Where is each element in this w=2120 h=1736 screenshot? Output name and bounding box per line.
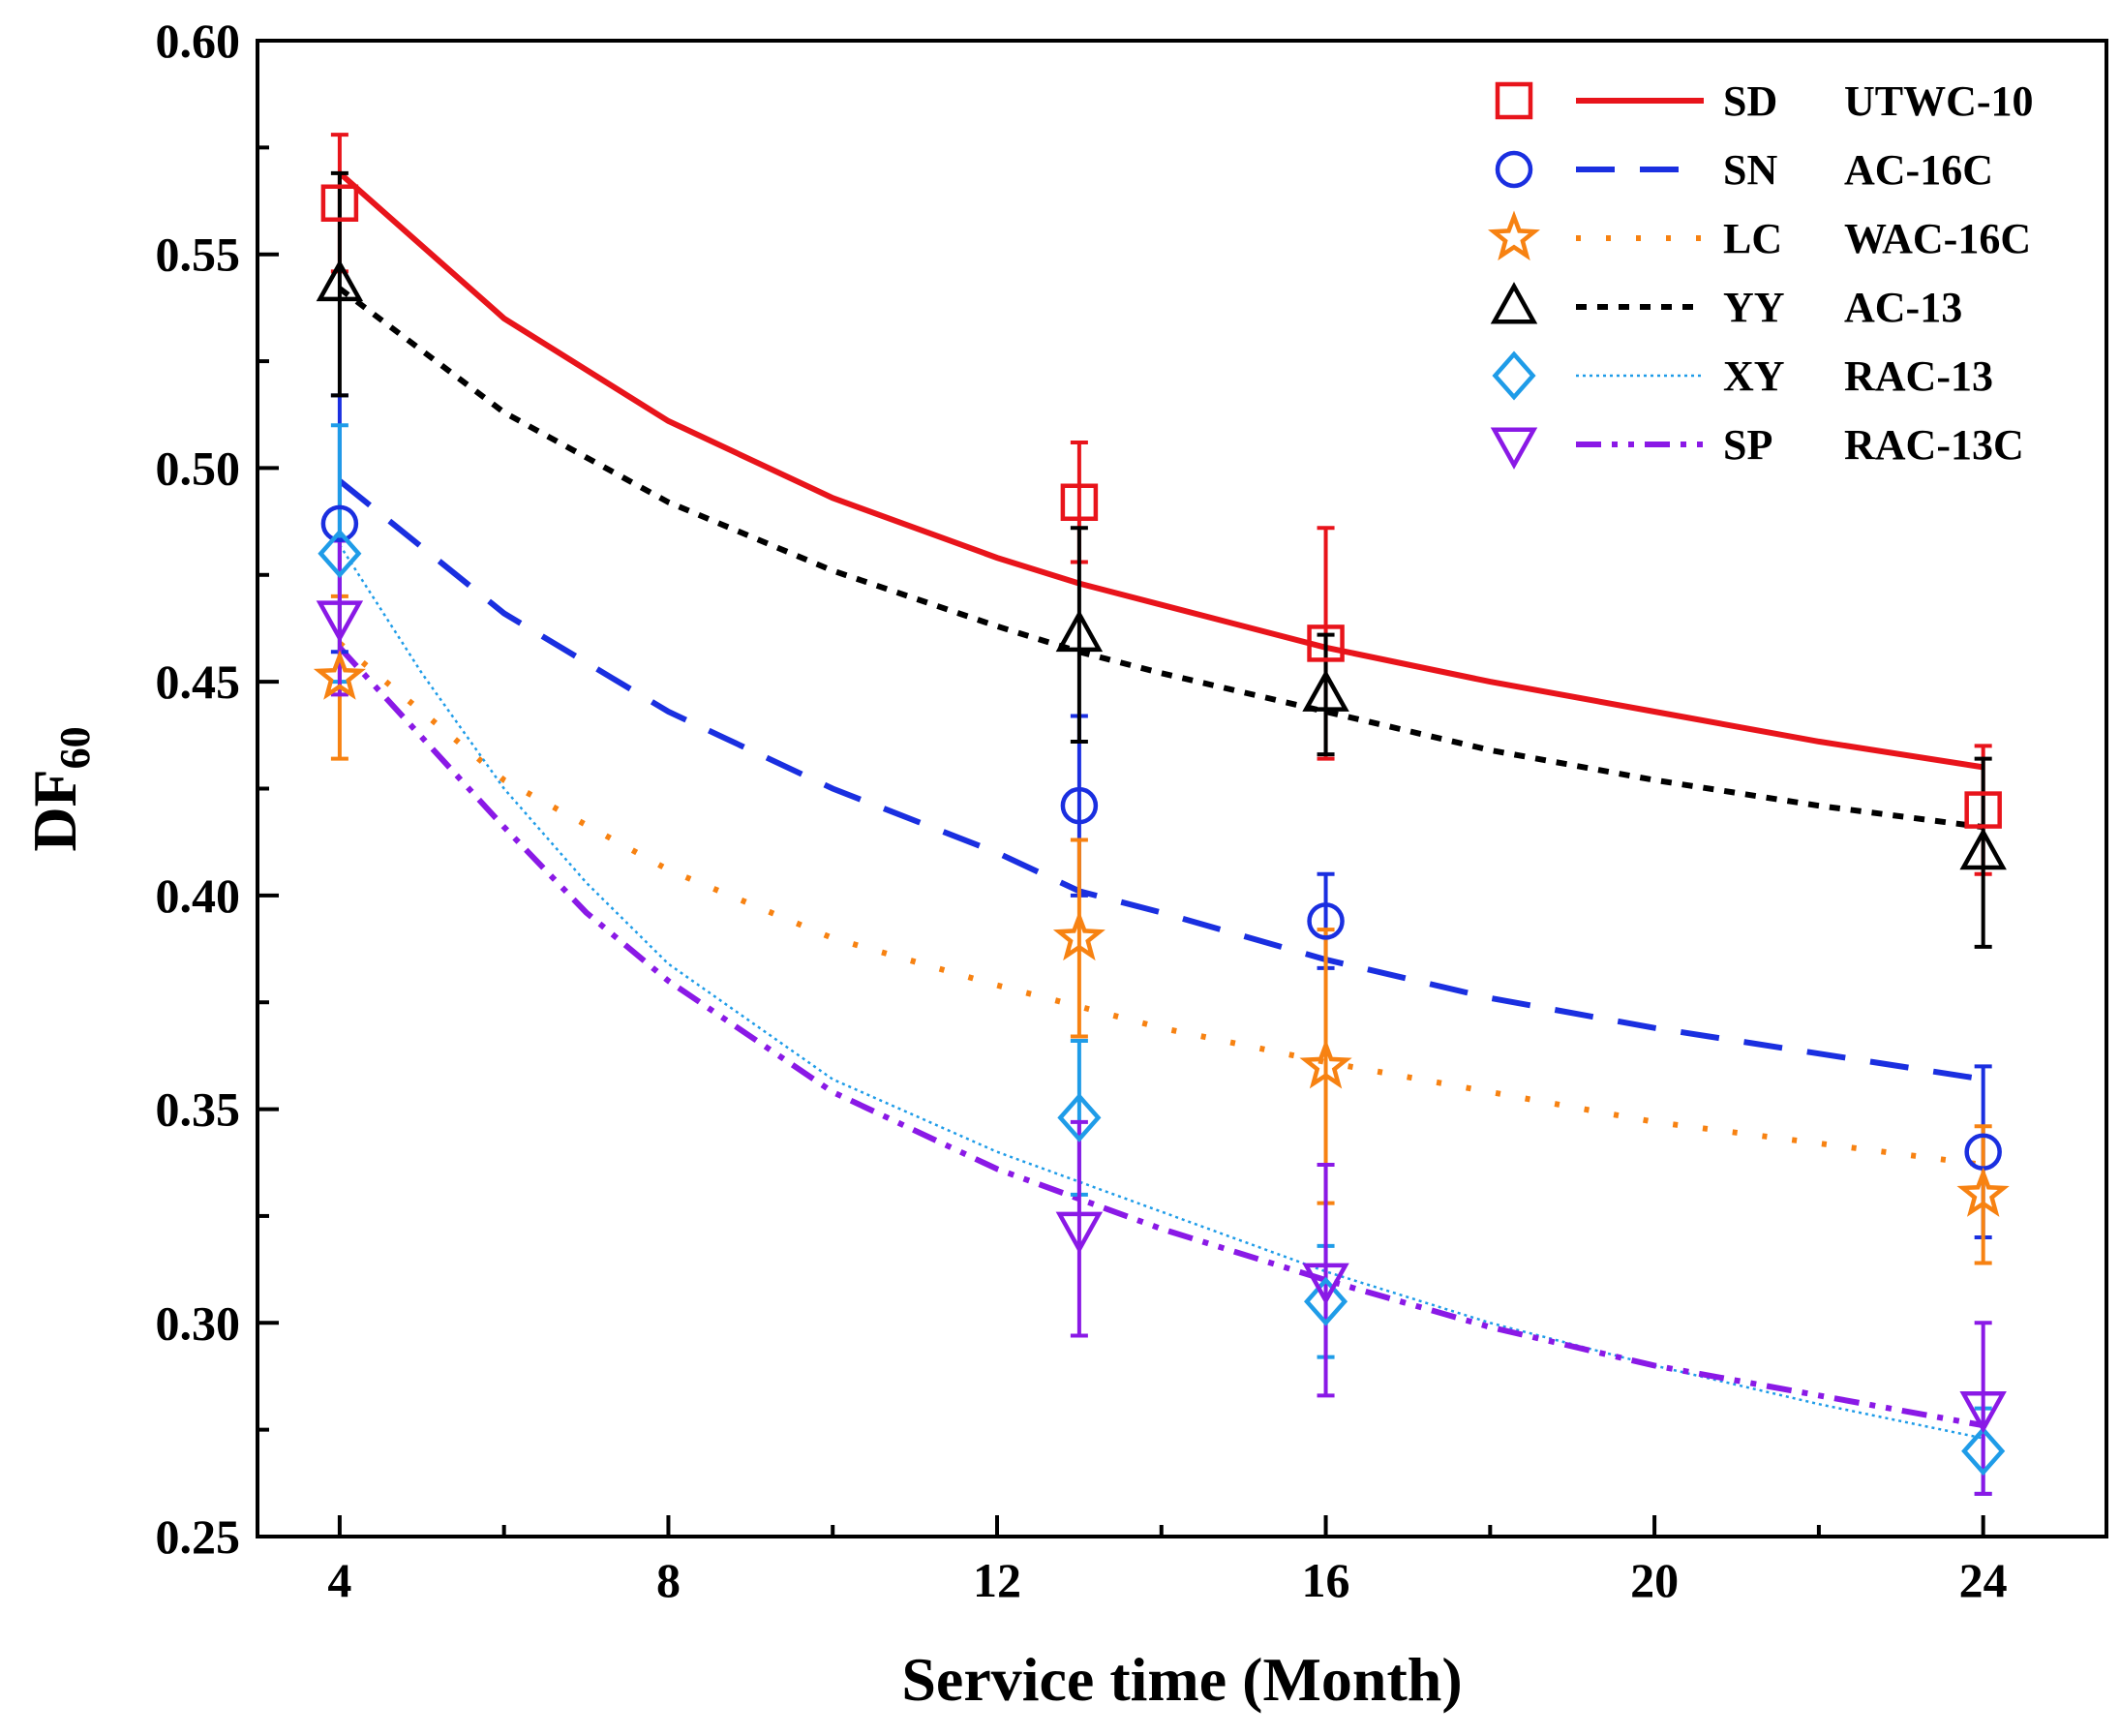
legend-code-sp: SP [1723,421,1772,469]
y-tick-label: 0.35 [156,1082,241,1137]
x-tick-label: 16 [1302,1553,1350,1607]
fit-line-lc [337,641,1984,1168]
x-tick-label: 24 [1959,1553,2008,1607]
legend-name-sp: RAC-13C [1844,421,2024,469]
legend-marker-sd [1495,81,1533,120]
marker-xy [1961,1426,2006,1477]
marker-yy [1302,669,1349,712]
fit-line-xy [338,544,1984,1440]
marker-sp [1959,1391,2007,1434]
svg-text:DF60: DF60 [20,726,99,851]
y-axis-title-subscript: 60 [51,726,99,769]
marker-yy [1959,827,2007,870]
legend-item-sp: SP RAC-13C [1490,421,2024,470]
marker-sd [1307,624,1345,662]
legend-item-lc: LC WAC-16C [1487,210,2031,262]
fit-line-sd [337,170,1984,771]
y-tick-label: 0.30 [156,1295,241,1350]
x-tick-label: 20 [1630,1553,1679,1607]
legend-marker-xy [1492,350,1536,401]
fit-line-sp [337,645,1984,1429]
y-tick-label: 0.50 [156,441,241,495]
marker-xy [1304,1276,1348,1326]
legend-code-sn: SN [1723,146,1777,194]
x-tick-label: 12 [973,1553,1021,1607]
y-tick-label: 0.45 [156,655,241,709]
y-tick-label: 0.60 [156,14,241,68]
marker-sp [1055,1211,1104,1255]
legend-code-xy: XY [1723,352,1785,400]
legend-name-yy: AC-13 [1844,284,1962,331]
marker-xy [318,529,362,579]
legend-code-sd: SD [1723,77,1777,125]
x-tick-label: 8 [656,1553,681,1607]
plot-frame [256,39,2108,1538]
markers-layer [313,184,2010,1477]
legend-item-xy: XY RAC-13 [1492,350,1993,401]
marker-lc [313,650,366,700]
legend-name-xy: RAC-13 [1844,352,1993,400]
x-tick-label: 4 [327,1553,351,1607]
marker-sd [1060,483,1099,521]
marker-sp [316,600,364,643]
y-axis-title-main: DF [20,769,89,851]
marker-sn [320,504,359,543]
legend-item-sn: SN AC-16C [1495,146,1993,194]
x-axis-title: Service time (Month) [901,1645,1462,1714]
legend-code-lc: LC [1723,215,1782,262]
marker-sn [1307,902,1345,940]
legend-marker-lc [1487,210,1541,261]
legend-marker-sp [1490,427,1538,470]
marker-yy [316,259,364,302]
marker-xy [1057,1092,1102,1142]
marker-sd [320,184,359,222]
legend-marker-yy [1490,282,1538,324]
legend-name-sn: AC-16C [1844,146,1993,194]
y-tick-label: 0.25 [156,1509,241,1564]
marker-lc [1299,1038,1352,1089]
marker-lc [1956,1167,2010,1217]
y-tick-label: 0.40 [156,868,241,923]
fit-line-sn [338,478,1984,1082]
y-tick-label: 0.55 [156,228,241,282]
axes-layer: 4 8 12 16 20 24 0.25 0.30 0.35 0.40 0.45 0.50 0.55 0.… [156,14,2008,1607]
legend: SD UTWC-10 SN AC-16C LC WAC-16C YY AC-13 XY RAC-1… [1487,77,2034,470]
legend-code-yy: YY [1723,284,1785,331]
legend-marker-sn [1495,150,1533,189]
legend-name-lc: WAC-16C [1844,215,2031,262]
marker-sd [1964,791,2002,829]
marker-yy [1055,609,1104,653]
error-bars-layer [330,133,1992,1496]
y-axis-title: DF60 [20,726,99,851]
legend-item-sd: SD UTWC-10 [1495,77,2034,125]
marker-lc [1052,910,1105,961]
fit-lines-layer [337,170,1984,1440]
legend-name-sd: UTWC-10 [1844,77,2034,125]
legend-item-yy: YY AC-13 [1490,282,1962,331]
marker-sn [1060,786,1099,825]
marker-sp [1302,1263,1349,1306]
